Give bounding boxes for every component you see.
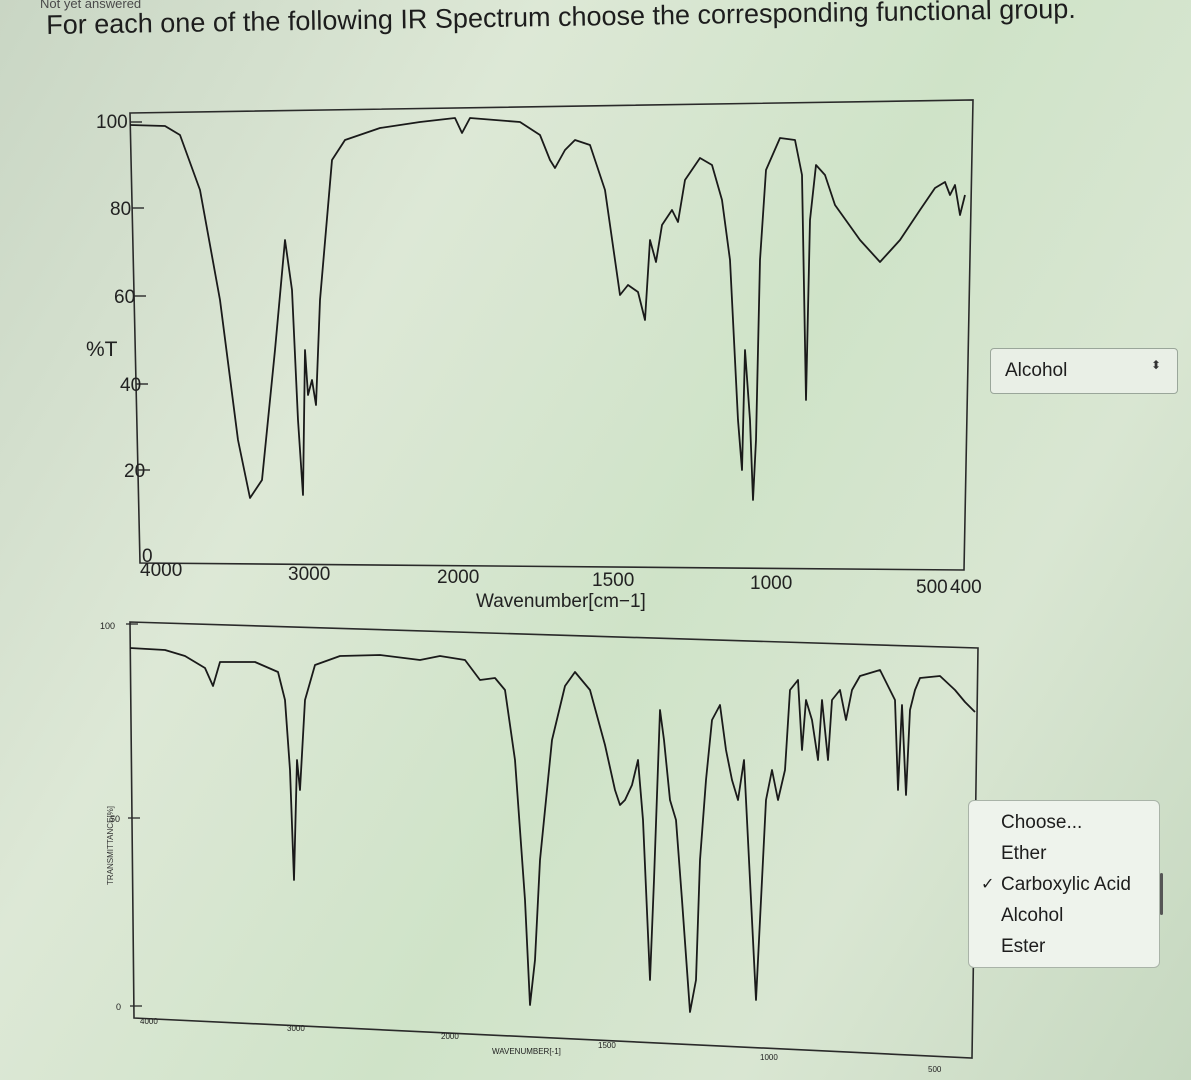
- spectrum-1-ytick-20: 20: [124, 461, 145, 482]
- spectrum-1-trace: [129, 117, 966, 501]
- spectrum-1-frame: [129, 99, 974, 571]
- spectrum-1-xtick-2000: 2000: [437, 567, 479, 588]
- status-line: Not yet answered: [40, 0, 142, 11]
- spectrum-1: 100 80 60 40 20 0 %T 4000 3000 2000 1500…: [86, 99, 982, 612]
- option-choose[interactable]: Choose...: [969, 807, 1159, 838]
- spectrum-1-xtick-500: 500: [916, 577, 948, 598]
- option-label: Ether: [1001, 843, 1047, 864]
- chevron-up-down-icon: ⬍: [1150, 358, 1161, 372]
- option-label: Alcohol: [1001, 905, 1064, 926]
- spectrum-2-xtick-4000: 4000: [140, 1017, 158, 1026]
- spectrum-1-ytick-0: 0: [142, 546, 153, 567]
- spectrum-2-frame: [129, 621, 979, 1059]
- spectrum-2: 100 50 0 TRANSMITTANCE[%] 4000 3000 2000…: [100, 621, 979, 1074]
- spectrum-2-ytick-100: 100: [100, 621, 115, 631]
- spectrum-2-xtick-3000: 3000: [287, 1024, 305, 1033]
- spectrum-2-xtick-2000: 2000: [441, 1032, 459, 1041]
- option-alcohol[interactable]: Alcohol: [969, 900, 1159, 931]
- spectrum-2-xtick-1500: 1500: [598, 1041, 616, 1050]
- spectrum-1-xlabel: Wavenumber[cm−1]: [476, 591, 646, 612]
- spectrum-2-xlabel: WAVENUMBER[-1]: [492, 1047, 561, 1056]
- spectrum-1-ylabel: %T: [86, 338, 118, 361]
- spectrum-1-ytick-40: 40: [120, 375, 141, 396]
- option-label: Carboxylic Acid: [1001, 874, 1131, 895]
- spectrum-2-trace: [129, 647, 976, 1013]
- spectrum-1-ytick-80: 80: [110, 199, 131, 220]
- spectrum-1-xtick-1000: 1000: [750, 573, 792, 594]
- answer-select-1-value: Alcohol: [1005, 360, 1068, 381]
- spectrum-2-y-ticks: [126, 623, 142, 1007]
- spectrum-1-xtick-4000: 4000: [140, 560, 182, 581]
- spectrum-1-ytick-60: 60: [114, 287, 135, 308]
- option-label: Ester: [1001, 936, 1046, 957]
- spectrum-2-xtick-1000: 1000: [760, 1053, 778, 1062]
- spectrum-1-xtick-1500: 1500: [592, 570, 634, 591]
- answer-dropdown-2[interactable]: Choose... Ether ✓ Carboxylic Acid Alcohol…: [968, 800, 1163, 968]
- spectrum-1-xtick-400: 400: [950, 577, 982, 598]
- dropdown-scrollbar[interactable]: [1160, 873, 1163, 915]
- spectrum-1-xtick-3000: 3000: [288, 564, 330, 585]
- spectrum-1-ytick-100: 100: [96, 112, 128, 133]
- spectrum-2-ytick-50: 50: [110, 814, 120, 824]
- option-ester[interactable]: Ester: [969, 931, 1159, 962]
- spectrum-2-ytick-0: 0: [116, 1002, 121, 1012]
- answer-select-1[interactable]: Alcohol ⬍: [990, 348, 1178, 394]
- option-ether[interactable]: Ether: [969, 838, 1159, 869]
- spectrum-2-xtick-500: 500: [928, 1065, 942, 1074]
- checkmark-icon: ✓: [981, 876, 995, 893]
- option-carboxylic-acid[interactable]: ✓ Carboxylic Acid: [969, 869, 1159, 900]
- spectrum-1-y-ticks: [130, 121, 150, 471]
- spectrum-2-ylabel: TRANSMITTANCE[%]: [106, 806, 115, 885]
- option-label: Choose...: [1001, 812, 1083, 833]
